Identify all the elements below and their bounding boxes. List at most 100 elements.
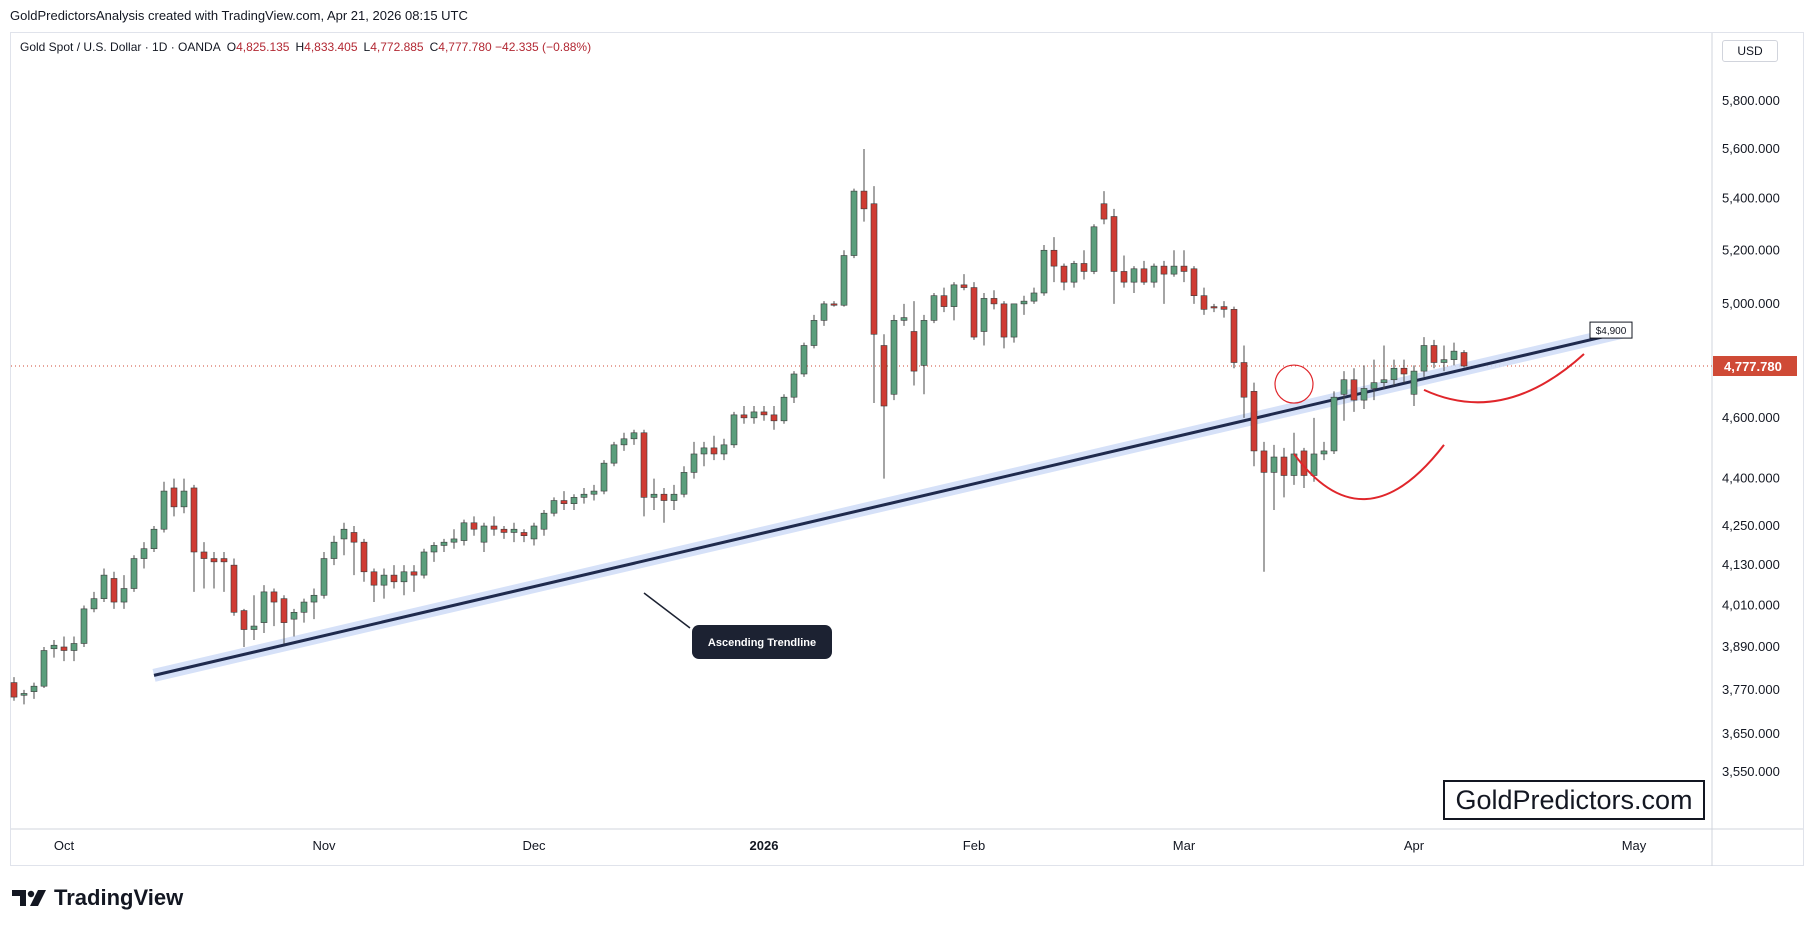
candle-body-down (1060, 265, 1068, 283)
candle (920, 314, 928, 395)
price-axis[interactable]: 5,800.000 5,600.000 5,400.000 5,200.000 5,00… (1713, 93, 1797, 779)
candle-body-down (1250, 391, 1258, 452)
candle-body-down (560, 500, 568, 504)
price-tick-label: 5,400.000 (1722, 191, 1780, 206)
price-tick-label: 4,010.000 (1722, 597, 1780, 612)
ascending-trendline[interactable] (152, 324, 1628, 682)
candle-body-down (1140, 268, 1148, 283)
candle-body-up (1020, 300, 1028, 305)
candle (1010, 303, 1018, 343)
candle-body-up (460, 522, 468, 541)
legend-close-label: C (429, 40, 439, 54)
candle-body-down (60, 646, 68, 651)
candle (1090, 224, 1098, 275)
candle (80, 605, 88, 647)
candle (510, 522, 518, 543)
tradingview-logo-icon (12, 890, 46, 906)
candle-body-up (1450, 350, 1458, 360)
handle-arc[interactable] (1423, 353, 1585, 404)
candle-body-up (70, 643, 78, 651)
chart-credit: GoldPredictorsAnalysis created with Trad… (10, 8, 468, 23)
breakdown-circle[interactable] (1274, 364, 1314, 404)
candle (820, 301, 828, 326)
candle-body-up (380, 574, 388, 586)
time-tick-label: Feb (963, 838, 985, 853)
candle (480, 522, 488, 552)
bottom-arc[interactable] (1293, 444, 1445, 501)
price-tick-label: 3,890.000 (1722, 639, 1780, 654)
candle (1410, 365, 1418, 407)
candle-body-up (800, 345, 808, 375)
symbol-legend[interactable]: Gold Spot / U.S. Dollar · 1D · OANDA O4,8… (20, 40, 591, 54)
candle-body-down (1200, 295, 1208, 310)
candle (410, 565, 418, 592)
trendline-callout[interactable]: Ascending Trendline (643, 592, 832, 659)
candle-body-up (1040, 249, 1048, 294)
trendline[interactable] (153, 332, 1615, 677)
last-price-tag-bg (1713, 356, 1797, 377)
candle-body-up (1130, 268, 1138, 283)
candle (620, 432, 628, 451)
candle (660, 487, 668, 523)
candle (570, 494, 578, 511)
candle (340, 522, 348, 556)
candle-body-up (670, 493, 678, 501)
candle-body-down (1460, 352, 1468, 367)
currency-button[interactable]: USD (1722, 40, 1778, 62)
price-tick-label: 3,650.000 (1722, 726, 1780, 741)
callout-box[interactable] (692, 625, 832, 659)
candle (1210, 303, 1218, 313)
candle-body-up (480, 525, 488, 543)
pattern-annotations[interactable]: $4,900 (1274, 321, 1633, 501)
candle (810, 314, 818, 349)
candle-body-up (1320, 450, 1328, 455)
candle-body-up (330, 541, 338, 559)
time-axis[interactable]: Oct Nov Dec 2026 Feb Mar Apr May (54, 838, 1647, 853)
candlestick-chart[interactable]: $4,900 5,800.000 5,600.000 5,400.000 5,200.… (0, 0, 1814, 880)
candle-body-up (600, 462, 608, 492)
candle (310, 588, 318, 620)
candle (860, 148, 868, 222)
candle-body-down (960, 284, 968, 288)
candle-body-up (300, 601, 308, 613)
last-price-tag[interactable]: 4,777.780 (1713, 356, 1797, 377)
candle (160, 481, 168, 533)
candle-body-down (860, 190, 868, 210)
candle (470, 516, 478, 536)
candle (20, 689, 28, 705)
candle (230, 558, 238, 616)
candle-body-up (580, 493, 588, 498)
candle-body-down (1400, 367, 1408, 375)
candle (540, 510, 548, 536)
candle (680, 466, 688, 498)
candle (1230, 306, 1238, 369)
candle (1060, 263, 1068, 291)
price-tick-label: 4,400.000 (1722, 471, 1780, 486)
candle (1440, 345, 1448, 372)
candle-body-down (880, 345, 888, 407)
candle (640, 429, 648, 517)
candle-body-up (250, 625, 258, 630)
price-tick-label: 5,200.000 (1722, 242, 1780, 257)
candle (1350, 368, 1358, 412)
candle (1250, 382, 1258, 467)
candle (1290, 432, 1298, 485)
legend-high: 4,833.405 (304, 40, 358, 54)
candle-body-up (120, 588, 128, 603)
candle-body-up (1370, 382, 1378, 389)
candle (100, 568, 108, 603)
candle (980, 292, 988, 346)
candle (1240, 345, 1248, 418)
candle (800, 342, 808, 377)
tradingview-logo[interactable]: TradingView (12, 885, 183, 911)
candle (1450, 342, 1458, 366)
candle-body-down (410, 571, 418, 576)
candle-body-up (630, 432, 638, 440)
candle (400, 565, 408, 596)
price-tick-label: 5,800.000 (1722, 93, 1780, 108)
candle-body-down (740, 414, 748, 419)
candle (320, 551, 328, 599)
candle-body-up (1330, 396, 1338, 452)
time-tick-label: Nov (312, 838, 336, 853)
candle-body-up (780, 396, 788, 422)
